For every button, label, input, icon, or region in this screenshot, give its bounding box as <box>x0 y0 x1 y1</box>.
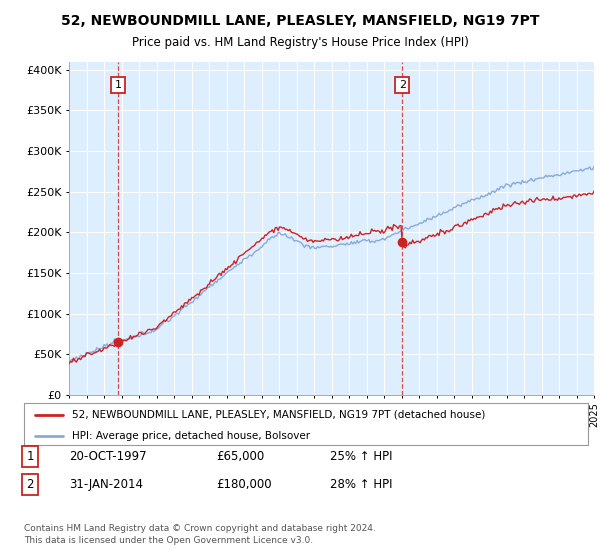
Text: 1: 1 <box>26 450 34 463</box>
Text: £180,000: £180,000 <box>216 478 272 491</box>
Text: 31-JAN-2014: 31-JAN-2014 <box>69 478 143 491</box>
Text: £65,000: £65,000 <box>216 450 264 463</box>
Text: 1: 1 <box>115 80 121 90</box>
Text: HPI: Average price, detached house, Bolsover: HPI: Average price, detached house, Bols… <box>72 431 310 441</box>
Text: 2: 2 <box>398 80 406 90</box>
Text: 25% ↑ HPI: 25% ↑ HPI <box>330 450 392 463</box>
Text: 52, NEWBOUNDMILL LANE, PLEASLEY, MANSFIELD, NG19 7PT (detached house): 52, NEWBOUNDMILL LANE, PLEASLEY, MANSFIE… <box>72 410 485 420</box>
Text: 20-OCT-1997: 20-OCT-1997 <box>69 450 146 463</box>
Text: Price paid vs. HM Land Registry's House Price Index (HPI): Price paid vs. HM Land Registry's House … <box>131 36 469 49</box>
Text: 2: 2 <box>26 478 34 491</box>
Text: 52, NEWBOUNDMILL LANE, PLEASLEY, MANSFIELD, NG19 7PT: 52, NEWBOUNDMILL LANE, PLEASLEY, MANSFIE… <box>61 14 539 28</box>
Text: Contains HM Land Registry data © Crown copyright and database right 2024.
This d: Contains HM Land Registry data © Crown c… <box>24 524 376 545</box>
Text: 28% ↑ HPI: 28% ↑ HPI <box>330 478 392 491</box>
